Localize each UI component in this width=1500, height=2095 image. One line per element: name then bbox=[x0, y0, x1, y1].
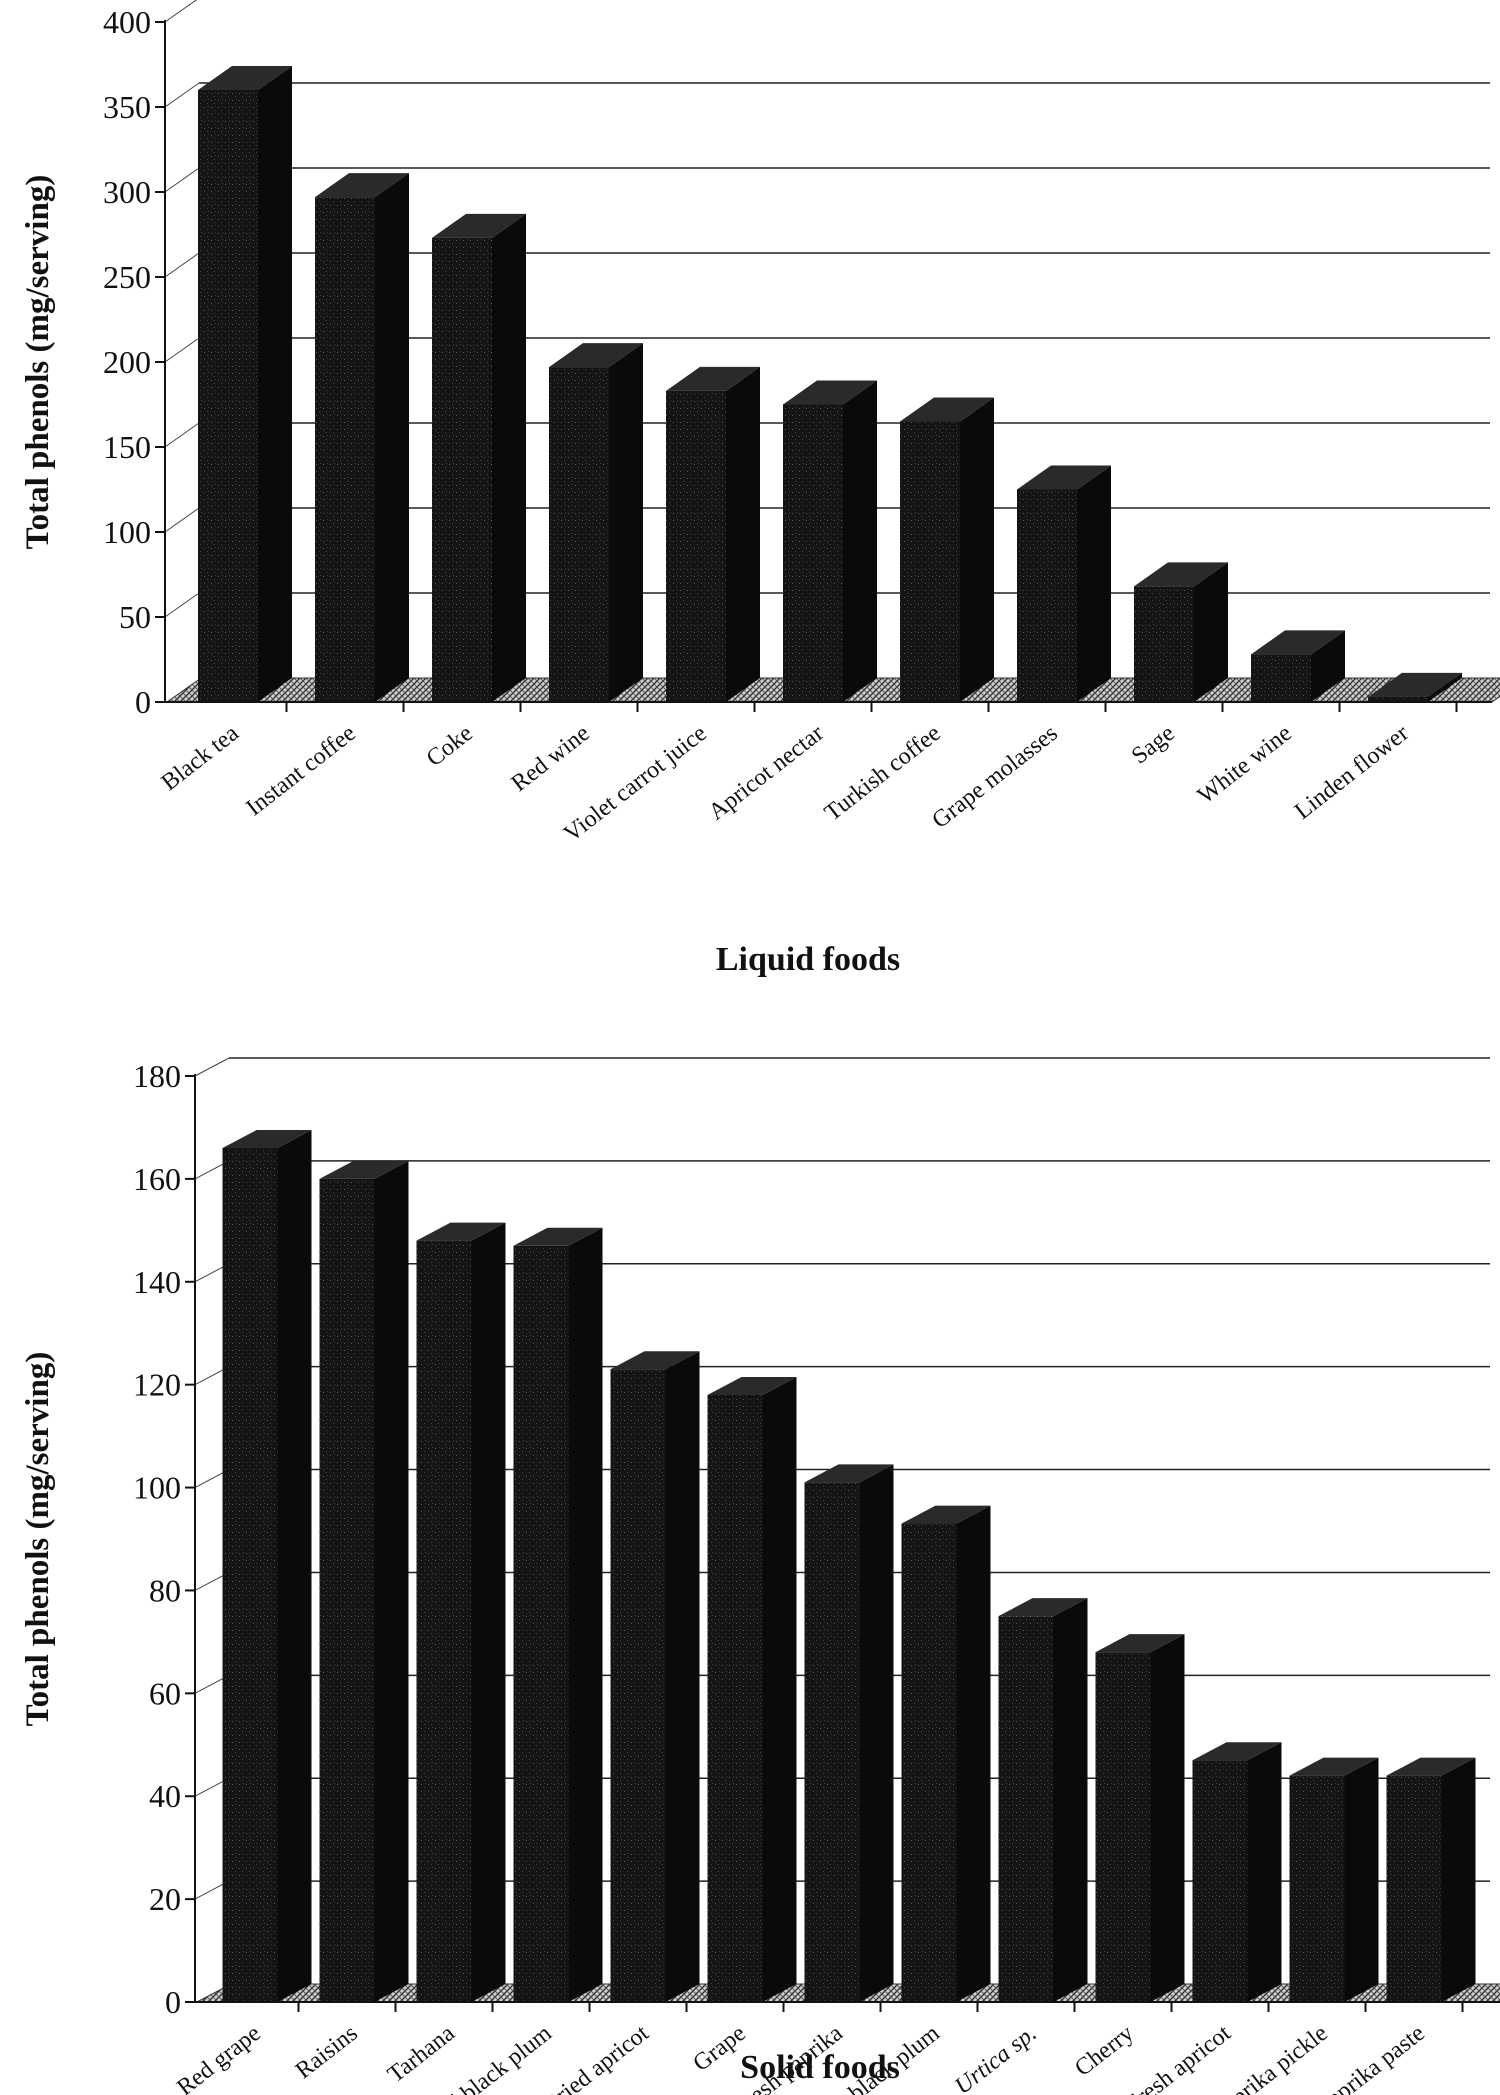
solid-bar bbox=[1192, 1742, 1282, 2002]
solid-y-tick-label: 120 bbox=[133, 1367, 181, 1403]
liquid-y-tick-label: 350 bbox=[103, 89, 151, 125]
solid-y-tick-label: 100 bbox=[133, 1470, 181, 1506]
solid-bar bbox=[804, 1464, 894, 2002]
solid-bar bbox=[610, 1351, 700, 2002]
solid-y-axis-title: Total phenols (mg/serving) bbox=[20, 1352, 56, 1727]
liquid-grid-connector bbox=[164, 507, 200, 533]
liquid-bar bbox=[432, 213, 526, 702]
solid-y-tick-label: 80 bbox=[149, 1572, 181, 1608]
liquid-y-tick-label: 300 bbox=[103, 174, 151, 210]
liquid-grid-connector bbox=[164, 82, 200, 108]
solid-grid-connector bbox=[194, 1057, 230, 1077]
liquid-x-tick-label: White wine bbox=[1193, 720, 1297, 809]
solid-y-tick-label: 40 bbox=[149, 1778, 181, 1814]
liquid-y-tick-label: 100 bbox=[103, 514, 151, 550]
liquid-bar bbox=[783, 380, 877, 702]
liquid-y-tick-label: 400 bbox=[103, 4, 151, 40]
liquid-bar bbox=[1017, 465, 1111, 702]
solid-x-axis-title: Solid foods bbox=[740, 2049, 900, 2086]
liquid-x-tick-label: Coke bbox=[422, 720, 478, 772]
solid-y-tick-label: 160 bbox=[133, 1161, 181, 1197]
liquid-bar bbox=[666, 366, 760, 702]
solid-bar bbox=[319, 1160, 409, 2002]
liquid-x-tick-label: Sage bbox=[1127, 720, 1180, 769]
solid-bar bbox=[222, 1130, 312, 2002]
liquid-y-tick-label: 250 bbox=[103, 259, 151, 295]
liquid-y-tick-label: 150 bbox=[103, 429, 151, 465]
liquid-bar bbox=[549, 343, 643, 702]
liquid-bar bbox=[1134, 562, 1228, 702]
solid-bar bbox=[416, 1222, 506, 2002]
liquid-x-tick-label: Black tea bbox=[157, 720, 244, 796]
solid-x-tick-label: Cherry bbox=[1070, 2020, 1139, 2082]
liquid-x-tick-label: Instant coffee bbox=[242, 720, 361, 821]
liquid-grid-connector bbox=[164, 0, 198, 23]
solid-y-tick-label: 140 bbox=[133, 1264, 181, 1300]
solid-bar bbox=[1289, 1757, 1379, 2002]
solid-x-tick-label: Raisins bbox=[291, 2020, 363, 2084]
solid-bar bbox=[1386, 1757, 1476, 2002]
solid-bar bbox=[901, 1505, 991, 2002]
solid-y-tick-label: 60 bbox=[149, 1675, 181, 1711]
liquid-x-tick-label: Apricot nectar bbox=[704, 720, 829, 825]
liquid-y-tick-label: 200 bbox=[103, 344, 151, 380]
liquid-grid-connector bbox=[164, 167, 200, 193]
solid-y-tick-label: 180 bbox=[133, 1058, 181, 1094]
liquid-x-tick-label: Turkish coffee bbox=[820, 720, 946, 826]
solid-bar bbox=[707, 1376, 797, 2002]
solid-x-tick-label: Fresh apricot bbox=[1120, 2020, 1236, 2095]
liquid-grid-connector bbox=[164, 252, 200, 278]
liquid-bar bbox=[315, 173, 409, 703]
liquid-bar bbox=[1368, 672, 1462, 702]
liquid-x-tick-label: Red wine bbox=[507, 720, 595, 797]
liquid-bar bbox=[900, 397, 994, 702]
liquid-x-axis-title: Liquid foods bbox=[716, 941, 900, 978]
solid-x-tick-label: Red grape bbox=[172, 2020, 265, 2095]
solid-bar bbox=[998, 1598, 1088, 2002]
liquid-x-tick-label: Linden flower bbox=[1290, 720, 1414, 825]
solid-bar bbox=[1095, 1634, 1185, 2002]
liquid-foods-chart-svg: 0 50 100 150 200 250 300 350 400 Black teaInstant… bbox=[20, 0, 1500, 978]
liquid-x-tick-label: Grape molasses bbox=[927, 720, 1062, 834]
liquid-y-axis-title: Total phenols (mg/serving) bbox=[20, 175, 56, 550]
liquid-y-tick-label: 50 bbox=[119, 599, 151, 635]
solid-x-tick-label: Tarhana bbox=[383, 2020, 460, 2088]
liquid-foods-chart: 0 50 100 150 200 250 300 350 400 Black tea Instant… bbox=[0, 0, 1500, 1010]
solid-foods-chart: 0 20 40 60 80 100 120 140 160 180 Red grape Raisins… bbox=[0, 1040, 1500, 2095]
solid-x-tick-label: Urtica sp. bbox=[950, 2020, 1042, 2095]
solid-y-tick-label: 20 bbox=[149, 1881, 181, 1917]
solid-x-tick-label: Paprika paste bbox=[1312, 2020, 1429, 2095]
liquid-grid-connector bbox=[164, 422, 200, 448]
liquid-grid-connector bbox=[164, 337, 200, 363]
liquid-y-tick-label: 0 bbox=[135, 684, 151, 720]
solid-foods-chart-svg: 0 20 40 60 80 100 120 140 160 180 Red grape Raisins… bbox=[20, 1057, 1500, 2095]
liquid-bar bbox=[198, 66, 292, 702]
liquid-bar bbox=[1251, 630, 1345, 702]
solid-bar bbox=[513, 1227, 603, 2002]
solid-x-tick-label: Dried apricot bbox=[537, 2020, 654, 2095]
liquid-grid-connector bbox=[164, 592, 200, 618]
solid-y-tick-label: 0 bbox=[165, 1984, 181, 2020]
